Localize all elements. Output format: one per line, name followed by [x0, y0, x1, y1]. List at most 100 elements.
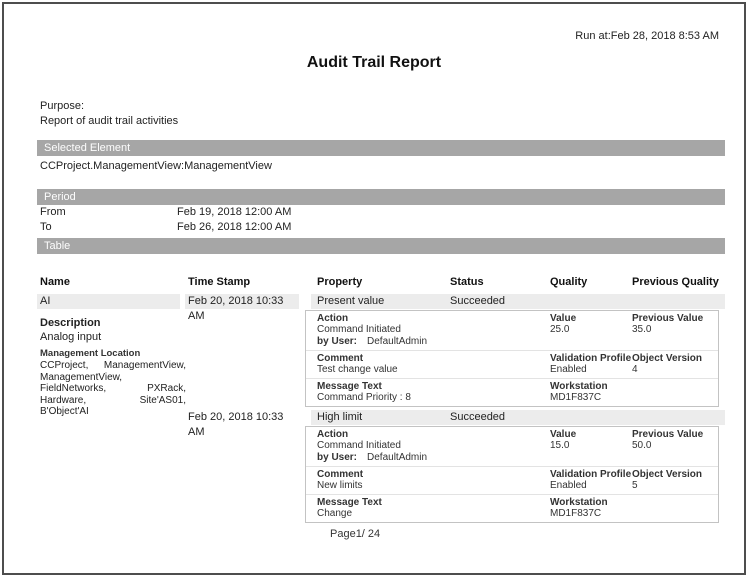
validation-profile-label: Validation Profile: [550, 469, 632, 480]
table-row: Feb 20, 2018 10:33 AM Present value Succ…: [185, 294, 725, 407]
validation-profile-cell: Validation Profile Enabled: [550, 353, 632, 375]
object-version-value: 4: [632, 364, 638, 375]
timestamp-cell: Feb 20, 2018 10:33 AM: [185, 294, 305, 407]
period-to-value: Feb 26, 2018 12:00 AM: [177, 221, 292, 233]
empty-cell: [632, 381, 718, 403]
workstation-value: MD1F837C: [550, 508, 602, 519]
value-value: 25.0: [550, 324, 570, 335]
value-label: Value: [550, 429, 577, 440]
timestamp-value: Feb 20, 2018 10:33 AM: [185, 294, 299, 322]
description-value: Analog input: [40, 331, 102, 343]
column-header-quality: Quality: [550, 276, 588, 288]
detail-block: Action Command Initiated by User: Default…: [305, 426, 719, 523]
value-value: 15.0: [550, 440, 570, 451]
value-cell: Value 25.0: [550, 313, 632, 347]
message-text-value: Command Priority : 8: [317, 392, 411, 403]
workstation-label: Workstation: [550, 381, 608, 392]
status-cell: Succeeded: [450, 411, 506, 423]
page-number: Page1/ 24: [330, 528, 381, 540]
detail-row-comment: Comment New limits Validation Profile En…: [306, 466, 718, 494]
object-version-cell: Object Version 4: [632, 353, 718, 375]
property-column: High limit Succeeded Action Command Init…: [305, 410, 725, 523]
by-user-label: by User:: [317, 336, 358, 347]
column-header-name: Name: [40, 276, 70, 288]
detail-row-comment: Comment Test change value Validation Pro…: [306, 350, 718, 378]
workstation-cell: Workstation MD1F837C: [550, 381, 632, 403]
selected-element-value: CCProject.ManagementView:ManagementView: [40, 160, 272, 172]
table-row: Feb 20, 2018 10:33 AM High limit Succeed…: [185, 410, 725, 523]
entries-column: Feb 20, 2018 10:33 AM Present value Succ…: [185, 294, 725, 523]
detail-block: Action Command Initiated by User: Default…: [305, 310, 719, 407]
object-name-cell: AI: [37, 294, 180, 309]
name-column: AI Description Analog input Management L…: [37, 294, 186, 523]
object-description-block: Description Analog input Management Loca…: [37, 316, 186, 418]
table-header-row: Name Time Stamp Property Status Quality …: [37, 276, 725, 288]
object-version-label: Object Version: [632, 353, 703, 364]
period-to-row: To Feb 26, 2018 12:00 AM: [40, 220, 291, 235]
comment-cell: Comment New limits: [306, 469, 550, 491]
action-label: Action: [317, 429, 349, 440]
detail-row-message: Message Text Change Workstation MD1F837C: [306, 494, 718, 522]
action-value: Command Initiated: [317, 324, 401, 335]
workstation-label: Workstation: [550, 497, 608, 508]
column-header-property: Property: [317, 276, 363, 288]
detail-row-message: Message Text Command Priority : 8 Workst…: [306, 378, 718, 406]
previous-value-cell: Previous Value 35.0: [632, 313, 718, 347]
by-user-value: DefaultAdmin: [367, 452, 428, 463]
action-value: Command Initiated: [317, 440, 401, 451]
run-at-timestamp: Run at:Feb 28, 2018 8:53 AM: [575, 30, 719, 42]
object-version-value: 5: [632, 480, 638, 491]
property-row: High limit Succeeded: [311, 410, 725, 425]
validation-profile-value: Enabled: [550, 480, 587, 491]
by-user-label: by User:: [317, 452, 358, 463]
action-cell: Action Command Initiated by User: Default…: [306, 429, 550, 463]
empty-cell: [632, 497, 718, 519]
message-text-value: Change: [317, 508, 353, 519]
validation-profile-label: Validation Profile: [550, 353, 632, 364]
previous-value-label: Previous Value: [632, 313, 704, 324]
property-row: Present value Succeeded: [311, 294, 725, 309]
by-user-value: DefaultAdmin: [367, 336, 428, 347]
purpose-text: Report of audit trail activities: [40, 115, 179, 127]
validation-profile-cell: Validation Profile Enabled: [550, 469, 632, 491]
previous-value-label: Previous Value: [632, 429, 704, 440]
by-user-line: by User: DefaultAdmin: [317, 452, 550, 463]
property-cell: High limit: [317, 411, 363, 423]
section-bar-period: Period: [37, 189, 725, 205]
property-cell: Present value: [317, 295, 385, 307]
action-label: Action: [317, 313, 349, 324]
audit-table: Name Time Stamp Property Status Quality …: [37, 276, 725, 523]
message-text-cell: Message Text Change: [306, 497, 550, 519]
previous-value-value: 35.0: [632, 324, 652, 335]
purpose-label: Purpose:: [40, 100, 85, 112]
message-text-label: Message Text: [317, 497, 382, 508]
value-label: Value: [550, 313, 577, 324]
detail-row-action: Action Command Initiated by User: Default…: [306, 311, 718, 350]
message-text-cell: Message Text Command Priority : 8: [306, 381, 550, 403]
comment-value: Test change value: [317, 364, 398, 375]
validation-profile-value: Enabled: [550, 364, 587, 375]
period-from-label: From: [40, 206, 66, 218]
by-user-line: by User: DefaultAdmin: [317, 336, 550, 347]
workstation-cell: Workstation MD1F837C: [550, 497, 632, 519]
management-location-label: Management Location: [40, 348, 141, 359]
comment-cell: Comment Test change value: [306, 353, 550, 375]
value-cell: Value 15.0: [550, 429, 632, 463]
action-cell: Action Command Initiated by User: Default…: [306, 313, 550, 347]
table-body: AI Description Analog input Management L…: [37, 294, 725, 523]
management-location-value: CCProject, ManagementView, ManagementVie…: [40, 360, 186, 417]
report-title: Audit Trail Report: [306, 54, 442, 71]
column-header-time-stamp: Time Stamp: [188, 276, 251, 288]
section-bar-table: Table: [37, 238, 725, 254]
workstation-value: MD1F837C: [550, 392, 602, 403]
column-header-previous-quality: Previous Quality: [632, 276, 719, 288]
previous-value-cell: Previous Value 50.0: [632, 429, 718, 463]
comment-value: New limits: [317, 480, 363, 491]
property-column: Present value Succeeded Action Command I…: [305, 294, 725, 407]
timestamp-cell: Feb 20, 2018 10:33 AM: [185, 410, 305, 523]
object-version-label: Object Version: [632, 469, 703, 480]
period-from-value: Feb 19, 2018 12:00 AM: [177, 206, 292, 218]
timestamp-value: Feb 20, 2018 10:33 AM: [188, 411, 284, 438]
period-rows: From Feb 19, 2018 12:00 AM To Feb 26, 20…: [40, 205, 291, 235]
